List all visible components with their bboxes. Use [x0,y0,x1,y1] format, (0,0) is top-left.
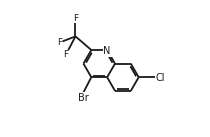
Text: Br: Br [78,93,89,103]
Text: N: N [104,46,111,56]
Text: Cl: Cl [155,73,165,83]
Text: F: F [63,51,68,59]
Text: F: F [73,14,78,23]
Text: F: F [57,38,62,47]
